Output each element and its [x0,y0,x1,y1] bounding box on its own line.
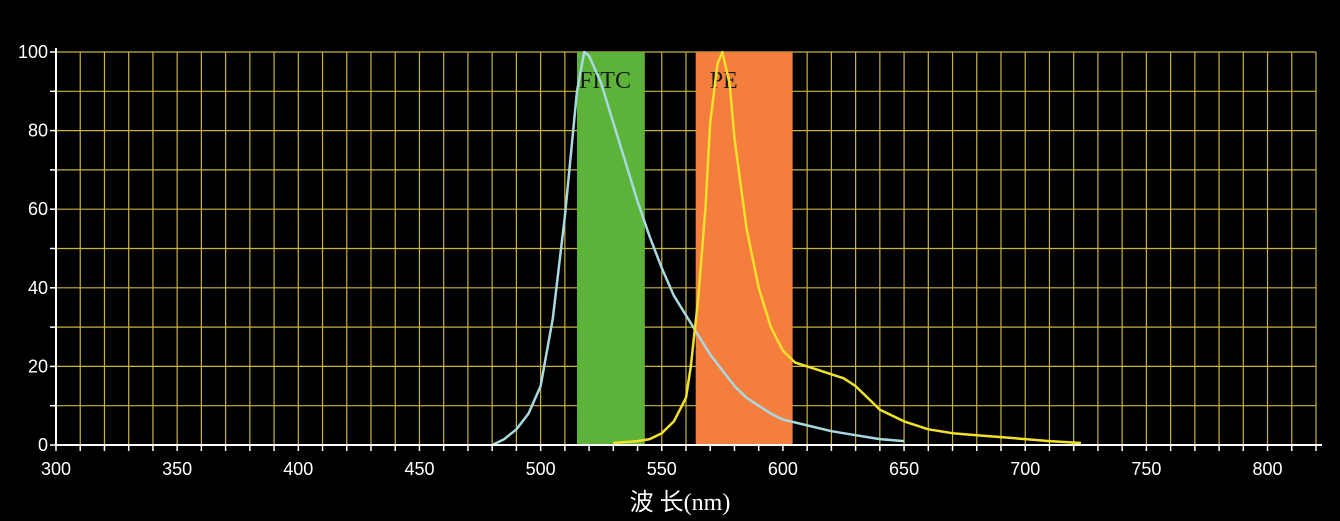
y-tick-label: 80 [28,121,48,141]
x-tick-label: 600 [768,459,798,479]
x-tick-label: 450 [404,459,434,479]
x-axis-title: 波 长(nm) [630,489,731,516]
x-tick-label: 750 [1131,459,1161,479]
x-tick-label: 300 [41,459,71,479]
x-tick-label: 800 [1253,459,1283,479]
y-tick-label: 0 [38,435,48,455]
x-tick-label: 350 [162,459,192,479]
y-tick-label: 20 [28,356,48,376]
grid [56,51,1317,445]
y-tick-label: 40 [28,278,48,298]
x-tick-label: 400 [283,459,313,479]
series-line-1 [491,50,905,447]
x-tick-label: 650 [889,459,919,479]
x-tick-label: 700 [1010,459,1040,479]
tick-labels: 300 350 400 450 500 550 600 650 700 750 800 0 20 40 60… [18,42,1283,479]
y-tick-label: 100 [18,42,48,62]
axes [50,48,1322,451]
series-line-2 [613,50,1082,445]
y-tick-label: 60 [28,199,48,219]
x-tick-label: 550 [647,459,677,479]
band-label-fitc: FITC [579,68,631,94]
spectrum-series [491,50,1082,447]
x-tick-label: 500 [526,459,556,479]
band-pe [695,52,793,445]
